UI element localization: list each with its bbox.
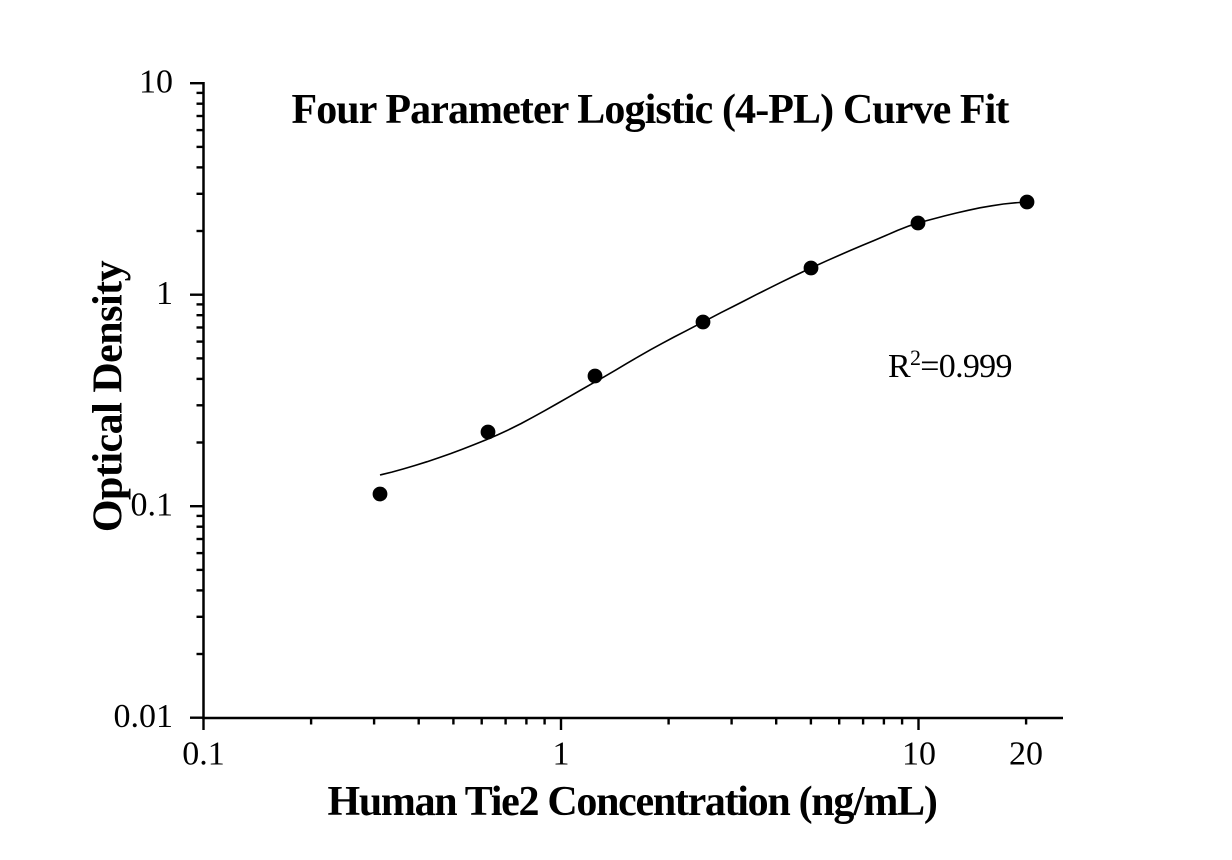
svg-text:1: 1	[156, 275, 173, 312]
svg-text:0.1: 0.1	[131, 487, 174, 524]
svg-text:20: 20	[1009, 736, 1043, 773]
svg-text:Human Tie2 Concentration (ng/m: Human Tie2 Concentration (ng/mL)	[327, 779, 936, 825]
svg-text:0.01: 0.01	[114, 698, 174, 735]
svg-text:1: 1	[553, 736, 570, 773]
svg-text:Four Parameter Logistic (4-PL): Four Parameter Logistic (4-PL) Curve Fit	[291, 87, 1009, 133]
svg-text:10: 10	[902, 736, 936, 773]
svg-text:R2=0.999: R2=0.999	[888, 345, 1012, 385]
svg-text:0.1: 0.1	[182, 736, 225, 773]
svg-text:Optical Density: Optical Density	[86, 260, 132, 532]
svg-text:10: 10	[139, 64, 173, 101]
